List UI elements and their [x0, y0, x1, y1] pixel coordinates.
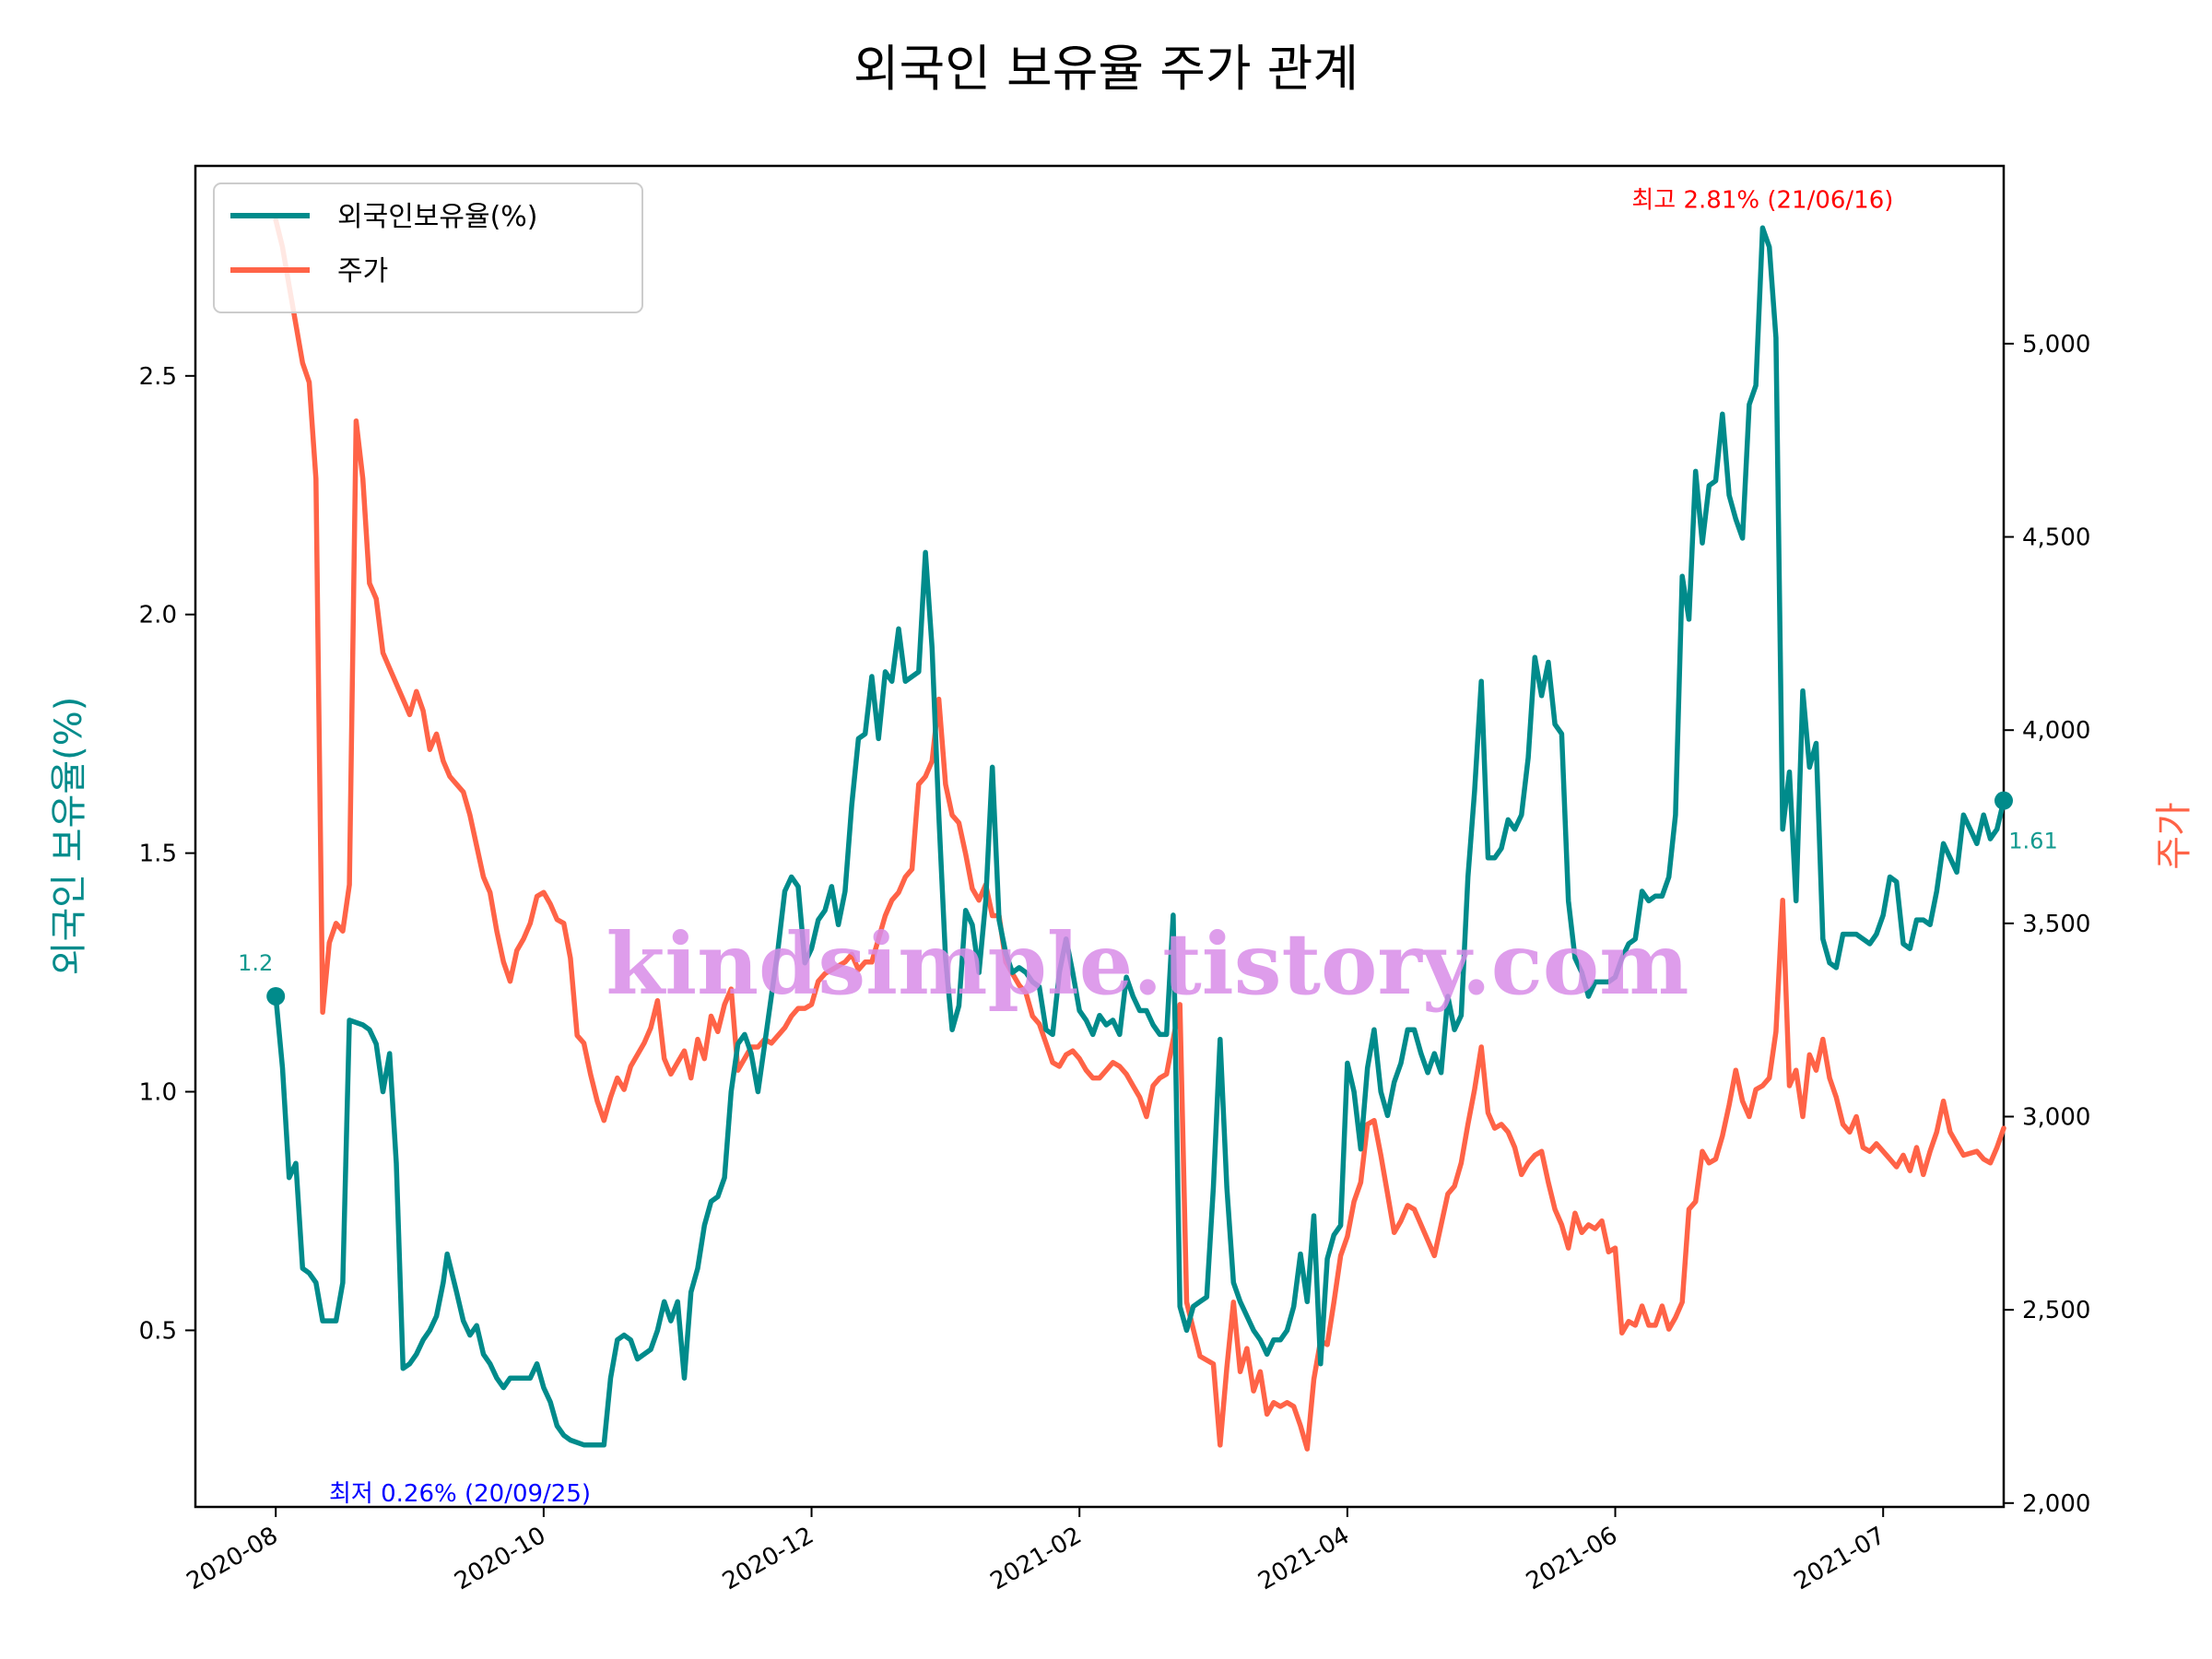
right-y-tick-label: 5,000: [2022, 331, 2090, 359]
right-y-tick-label: 2,500: [2022, 1297, 2090, 1324]
legend: 외국인보유율(%) 주가: [213, 182, 643, 313]
legend-label-price: 주가: [337, 255, 388, 288]
series-layer: [266, 217, 2013, 1452]
start-point-marker: [266, 986, 286, 1006]
min-annotation: 최저 0.26% (20/09/25): [329, 1480, 591, 1508]
chart-title: 외국인 보유율 주가 관계: [853, 40, 1359, 98]
right-y-tick-label: 4,500: [2022, 524, 2090, 552]
start-value-label: 1.2: [238, 950, 273, 976]
end-point-marker: [1994, 791, 2013, 810]
max-annotation: 최고 2.81% (21/06/16): [1631, 186, 1893, 214]
plot-area-frame: [194, 164, 2006, 1509]
watermark-text: kindsimple.tistory.com: [606, 914, 1688, 1014]
right-y-tick-label: 3,500: [2022, 911, 2090, 938]
left-y-tick-label: 1.0: [139, 1079, 177, 1107]
legend-box: [213, 182, 643, 313]
right-y-axis-label: 주가: [2153, 802, 2195, 870]
left-y-axis: 0.5 1.0 1.5 2.0 2.5: [139, 363, 195, 1345]
left-y-tick-label: 2.5: [139, 363, 177, 391]
left-y-tick-label: 1.5: [139, 841, 177, 868]
stock-price-line: [273, 217, 2006, 1452]
end-value-label: 1.61: [2008, 829, 2057, 854]
left-y-tick-label: 0.5: [139, 1317, 177, 1345]
right-y-axis: 2,000 2,500 3,000 3,500 4,000 4,500 5,000: [2004, 331, 2090, 1518]
legend-label-holding: 외국인보유율(%): [337, 201, 538, 233]
right-y-tick-label: 2,000: [2022, 1490, 2090, 1518]
holding-rate-line: [273, 225, 2006, 1448]
left-y-tick-label: 2.0: [139, 602, 177, 629]
right-y-tick-label: 3,000: [2022, 1103, 2090, 1131]
right-y-tick-label: 4,000: [2022, 717, 2090, 745]
left-y-axis-label: 외국인 보유율(%): [48, 697, 90, 976]
